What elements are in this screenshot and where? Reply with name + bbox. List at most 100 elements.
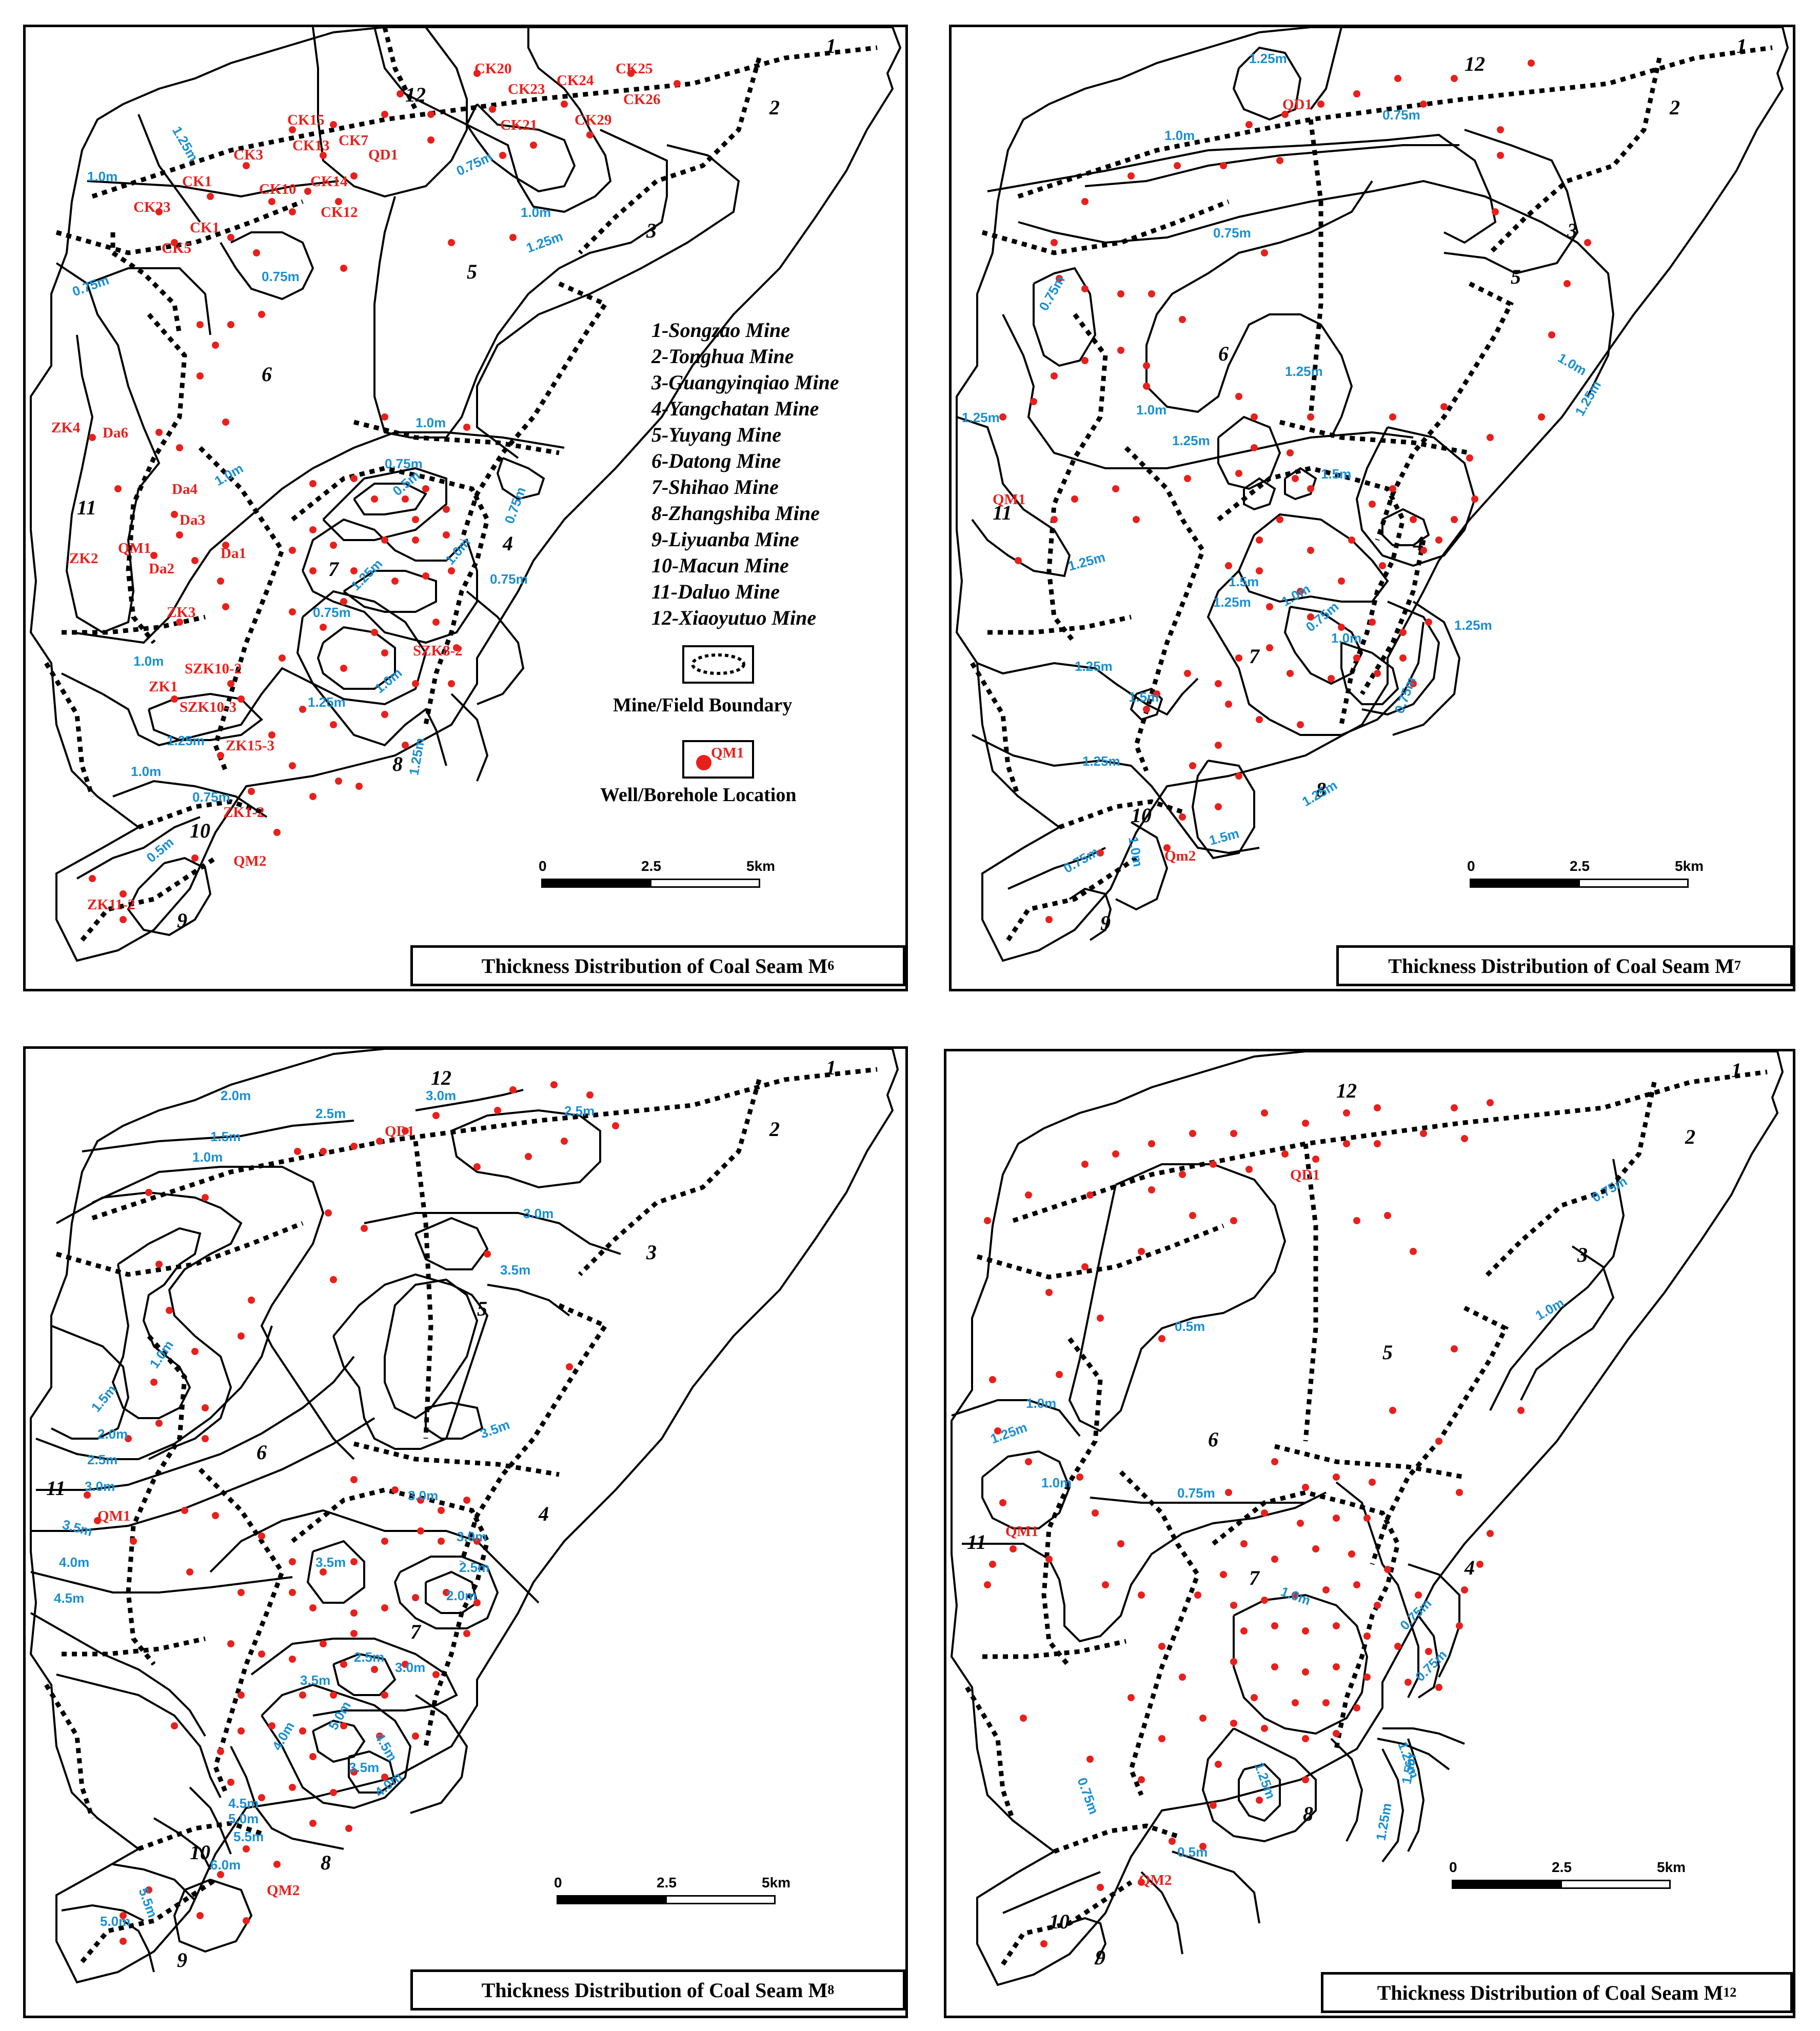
- scale-label-end: 5km: [1657, 1859, 1686, 1875]
- isopach-label: 2.5m: [315, 1106, 346, 1121]
- map-panel-m8: 1 2 3 4 5 6 7 8 9 10 11 12 QD1 QM1 QM2 2…: [23, 1046, 908, 2018]
- well-label: Qm2: [1164, 848, 1196, 864]
- mine-number: 2: [1669, 96, 1680, 119]
- well-label: Da6: [103, 425, 128, 441]
- mine-number: 3: [1567, 219, 1577, 242]
- isopach-label: 1.25m: [308, 694, 346, 710]
- isopach-label: 1.0m: [1136, 402, 1166, 417]
- well-labels: QD1 QM1 QM2: [97, 1123, 414, 1899]
- isopach-label: 1.25m: [962, 410, 1000, 425]
- mine-number: 6: [262, 363, 272, 386]
- isopach-label: 3.0m: [523, 1206, 553, 1221]
- isopach-label: 2.0m: [446, 1588, 477, 1603]
- well-label: QM2: [267, 1882, 300, 1899]
- well-label: SZK8-2: [413, 643, 463, 659]
- isopach-lines: [30, 1089, 621, 1973]
- isopach-label: 1.0m: [1555, 350, 1589, 379]
- isopach-lines: [951, 1159, 1625, 1965]
- map-panel-m12: 1 2 3 4 5 6 7 8 9 10 11 12 QD1 QM1 QM2 0…: [944, 1049, 1795, 2018]
- isopach-label: 3.5m: [315, 1555, 346, 1570]
- isopach-label: 4.5m: [54, 1590, 84, 1606]
- isopach-label: 1.25m: [1082, 753, 1120, 769]
- isopach-label: 4.5m: [228, 1796, 259, 1811]
- well-label: Da2: [149, 561, 174, 577]
- well-label: ZK2: [69, 550, 98, 567]
- isopach-label: 1.25m: [1249, 51, 1287, 66]
- panel-title-subscript: 12: [1723, 1985, 1737, 2000]
- mine-number: 11: [77, 496, 96, 519]
- well-label: QM2: [233, 853, 266, 869]
- well-label: SZK10-2: [185, 661, 242, 677]
- well-label: CK23: [133, 199, 171, 215]
- well-symbol-box: QM1: [682, 740, 754, 779]
- field-outline: [950, 1051, 1784, 1986]
- scale-label-mid: 2.5: [657, 1875, 677, 1890]
- mine-number: 10: [190, 819, 210, 842]
- well-label: CK1: [190, 220, 220, 236]
- isopach-label: 0.75m: [454, 149, 495, 178]
- isopach-label: 3.0m: [426, 1088, 456, 1103]
- isopach-label: 3.5m: [349, 1760, 379, 1775]
- isopach-label: 3.5m: [300, 1672, 330, 1688]
- field-outline: [29, 27, 902, 962]
- well-label: CK23: [508, 81, 545, 97]
- legend-item: 8-Zhangshiba Mine: [651, 502, 820, 525]
- scale-label-mid: 2.5: [1552, 1859, 1572, 1875]
- mine-number: 7: [1249, 645, 1260, 668]
- boundary-symbol: [691, 653, 745, 675]
- well-label: CK15: [287, 112, 325, 128]
- mine-number: 7: [1249, 1566, 1260, 1589]
- mine-number: 12: [405, 83, 426, 106]
- scale-label-0: 0: [554, 1875, 562, 1890]
- legend-item: 12-Xiaoyutuo Mine: [651, 606, 817, 629]
- mine-number: 1: [1731, 1059, 1742, 1082]
- isopach-label: 3.5m: [500, 1262, 530, 1278]
- isopach-label: 5.0m: [325, 1699, 354, 1733]
- mine-number: 4: [1413, 532, 1423, 555]
- isopach-label: 1.0m: [521, 205, 551, 220]
- isopach-label: 0.75m: [313, 605, 351, 620]
- mine-number: 4: [1464, 1556, 1475, 1579]
- mine-legend: 1-Songzao Mine 2-Tonghua Mine 3-Guangyin…: [651, 317, 839, 631]
- isopach-label: 0.75m: [1074, 1776, 1101, 1817]
- isopach-label: 1.25m: [167, 733, 205, 748]
- isopach-label: 5.0m: [228, 1811, 259, 1826]
- mine-number: 1: [826, 1056, 836, 1079]
- isopach-label: 3.5m: [478, 1417, 512, 1441]
- mine-number: 11: [993, 501, 1012, 524]
- panel-title-subscript: 8: [827, 1982, 835, 1997]
- mine-number: 7: [410, 1620, 422, 1643]
- boundary-symbol-box: [682, 645, 754, 684]
- mine-number: 4: [538, 1502, 549, 1525]
- mine-number: 11: [967, 1530, 986, 1554]
- mine-number: 9: [1095, 1946, 1105, 1969]
- mine-numbers: 1 2 3 4 5 6 7 8 9 10 11 12: [967, 1059, 1742, 1969]
- well-label: Da1: [221, 545, 246, 562]
- well-label: Da4: [172, 481, 197, 497]
- well-label: ZK3: [167, 604, 195, 621]
- well-label: ZK11-2: [87, 897, 135, 913]
- scale-bar: 0 2.5 5km: [554, 1875, 790, 1910]
- scale-bar-white: [1560, 1880, 1671, 1889]
- isopach-label: 3.0m: [85, 1479, 115, 1494]
- mine-number: 5: [477, 1297, 487, 1320]
- isopach-label: 1.25m: [1075, 659, 1113, 674]
- isopach-label: 1.25m: [988, 1419, 1030, 1446]
- legend-item: 4-Yangchatan Mine: [651, 397, 819, 420]
- isopach-label: 2.5m: [354, 1649, 384, 1665]
- mine-number: 1: [826, 34, 836, 57]
- mine-boundaries: [44, 1067, 878, 1963]
- well-label: QM1: [993, 491, 1025, 508]
- mine-number: 7: [328, 557, 340, 581]
- scale-label-end: 5km: [1675, 858, 1704, 874]
- isopach-label: 2.5m: [459, 1560, 489, 1575]
- scale-bar-black: [1452, 1880, 1562, 1889]
- isopach-label: 1.5m: [1208, 825, 1241, 848]
- isopach-label: 0.5m: [1177, 1844, 1208, 1860]
- well-label: QM1: [118, 540, 151, 556]
- isopach-label: 1.5m: [1229, 574, 1259, 589]
- scale-bar-white: [665, 1895, 776, 1904]
- mine-number: 8: [321, 1851, 331, 1874]
- isopach-label: 1.25m: [1172, 433, 1210, 448]
- mine-number: 6: [1208, 1428, 1218, 1451]
